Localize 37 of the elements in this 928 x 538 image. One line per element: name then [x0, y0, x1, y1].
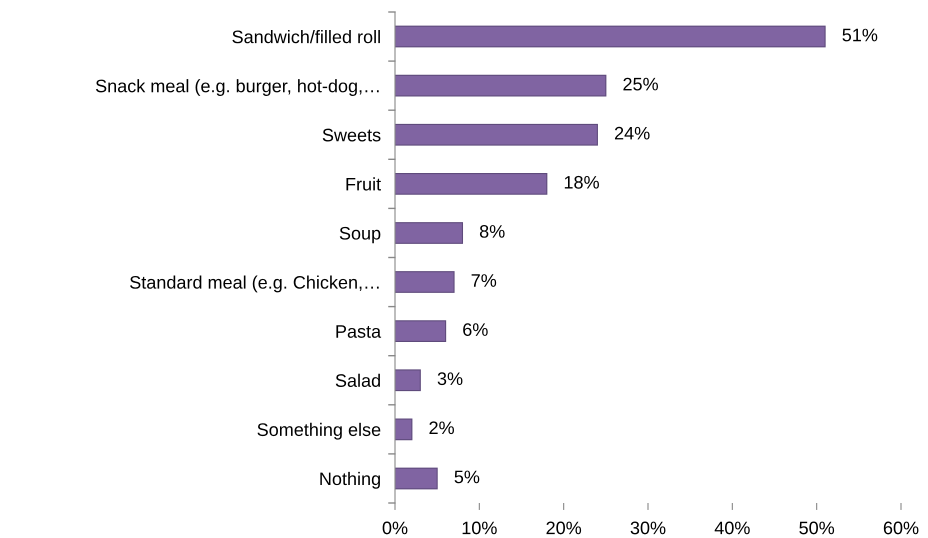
- bar: [395, 222, 464, 244]
- bar: [395, 26, 826, 48]
- y-tick-label: Something else: [257, 422, 380, 440]
- x-tick-label: 10%: [462, 522, 497, 534]
- y-tick-label: Nothing: [320, 472, 380, 489]
- y-tick-label: Sweets: [322, 128, 380, 142]
- x-tick-label: 40%: [714, 522, 750, 534]
- data-label: 6%: [463, 323, 488, 336]
- bar: [395, 418, 412, 440]
- data-label: 18%: [564, 176, 599, 189]
- bar: [395, 74, 606, 97]
- y-tick-label: Standard meal (e.g. Chicken,…: [130, 276, 379, 292]
- y-tick-label: Fruit: [346, 177, 381, 191]
- bar: [395, 271, 455, 293]
- y-tick-label: Snack meal (e.g. burger, hot-dog,…: [96, 79, 379, 96]
- x-tick-label: 50%: [799, 522, 834, 534]
- x-tick-label: 0%: [382, 522, 408, 534]
- x-tick-label: 20%: [546, 522, 582, 534]
- bar: [395, 172, 548, 195]
- data-label: 7%: [472, 274, 496, 287]
- y-tick-label: Salad: [336, 374, 380, 387]
- bar: [395, 468, 438, 490]
- data-label: 51%: [842, 28, 878, 42]
- data-label: 25%: [623, 78, 658, 90]
- bar: [395, 320, 446, 342]
- y-tick-label: Sandwich/filled roll: [232, 30, 380, 44]
- y-tick-label: Pasta: [336, 325, 382, 338]
- data-label: 5%: [454, 470, 480, 484]
- data-label: 3%: [438, 372, 462, 386]
- data-label: 2%: [429, 421, 454, 434]
- data-label: 8%: [480, 225, 505, 238]
- data-label: 24%: [614, 126, 650, 140]
- x-tick-label: 30%: [630, 522, 666, 534]
- bar: [395, 369, 421, 392]
- x-tick-label: 60%: [884, 522, 918, 534]
- bar: [395, 124, 598, 146]
- y-tick-label: Soup: [340, 226, 380, 244]
